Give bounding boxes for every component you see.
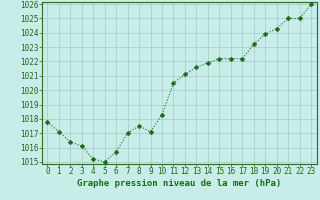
- X-axis label: Graphe pression niveau de la mer (hPa): Graphe pression niveau de la mer (hPa): [77, 179, 281, 188]
